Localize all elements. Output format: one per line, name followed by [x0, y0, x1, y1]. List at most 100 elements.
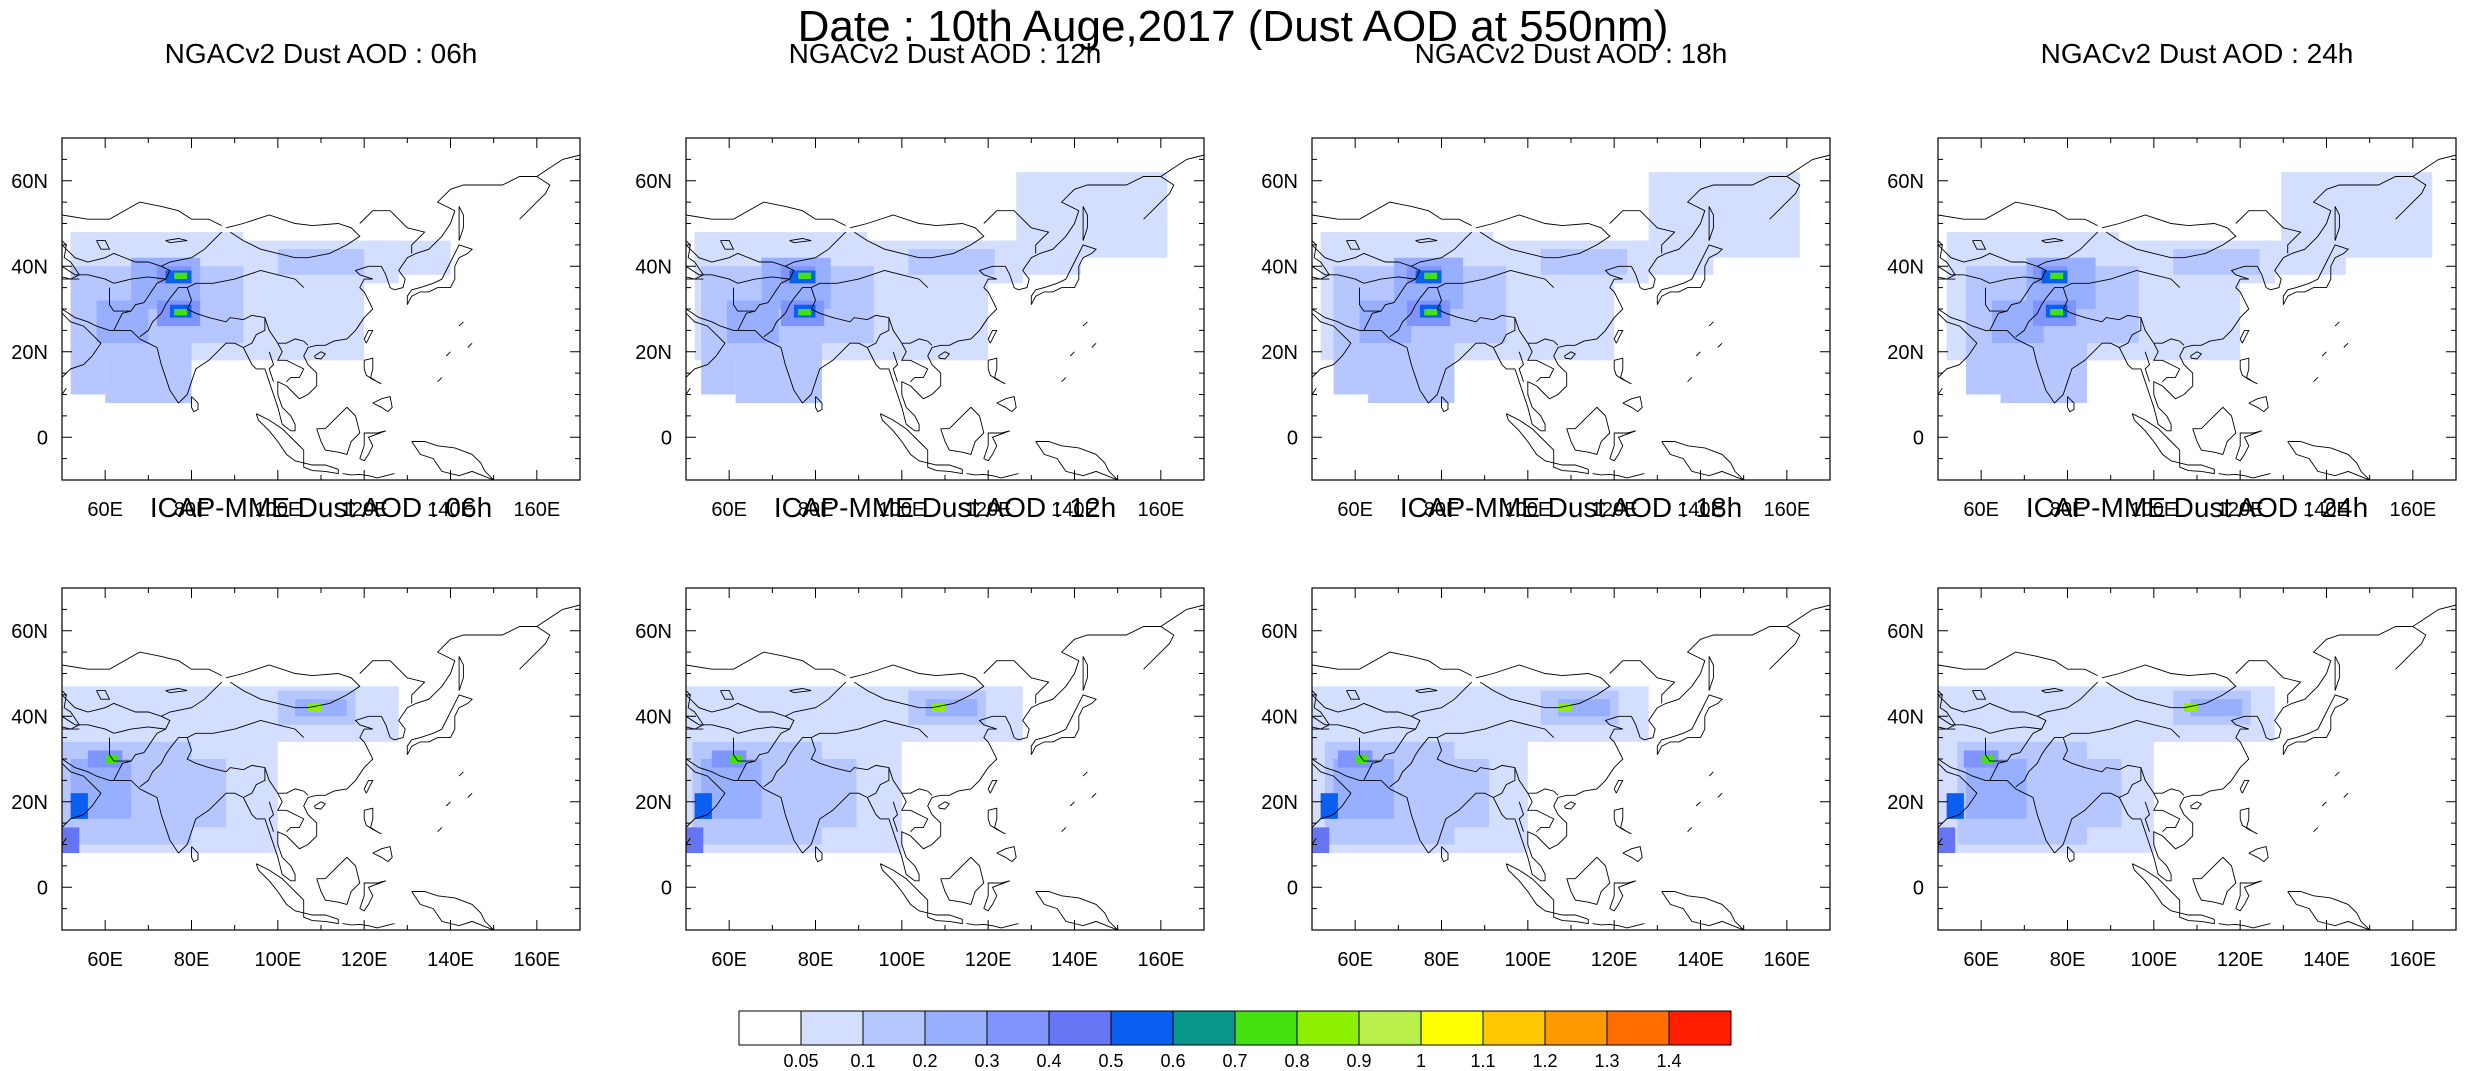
coastline	[139, 287, 266, 348]
coastline	[381, 154, 580, 291]
coastline	[686, 387, 691, 395]
coastline	[109, 278, 166, 312]
coastline	[2239, 357, 2258, 385]
coastline	[2015, 287, 2142, 348]
colorbar-box	[1172, 1010, 1236, 1046]
colorbar-label: 0.9	[1346, 1051, 1371, 1070]
colorbar-box	[1420, 1010, 1484, 1046]
coastline	[519, 626, 551, 670]
coastline	[1622, 396, 1643, 413]
lon-tick-label: 160E	[2389, 949, 2436, 971]
lon-tick-label: 140E	[1677, 499, 1724, 521]
coastline	[2153, 792, 2181, 833]
colorbar-label: 1	[1416, 1051, 1426, 1070]
coastline	[1527, 342, 1555, 383]
coastline	[363, 807, 382, 835]
lon-tick-label: 60E	[711, 949, 747, 971]
coastline	[1082, 656, 1088, 691]
lon-tick-label: 80E	[2050, 499, 2086, 521]
lon-tick-label: 60E	[87, 949, 123, 971]
colorbar-box	[1296, 1010, 1360, 1046]
aod-cell	[2184, 703, 2197, 712]
colorbar-box	[1234, 1010, 1298, 1046]
coastline	[888, 317, 933, 346]
coastline	[720, 240, 735, 250]
coastlines	[1938, 154, 2456, 480]
coastline	[1035, 891, 1119, 930]
coastline	[810, 270, 929, 289]
lat-tick-label: 40N	[11, 706, 48, 728]
map-plot: 60N 40N 20N 0 60E 80E 100E 120E 140E 160E	[635, 137, 1205, 521]
lat-tick-label: 60N	[11, 621, 48, 643]
lon-tick-label: 100E	[878, 499, 925, 521]
map-plot: 60N 40N 20N 0 60E 80E 100E 120E 140E 160E	[11, 137, 581, 521]
coastline	[314, 351, 327, 360]
lon-tick-label: 100E	[1504, 499, 1551, 521]
coastline	[1312, 312, 1352, 378]
coastline	[1346, 690, 1361, 700]
coastline	[1389, 287, 1516, 348]
coastline	[2101, 214, 2237, 259]
coastline	[1312, 231, 1473, 267]
coastline	[277, 715, 382, 858]
map-plot: 60N 40N 20N 0 60E 80E 100E 120E 140E 160E	[1887, 587, 2457, 971]
coastline	[1938, 681, 2099, 717]
coastline	[2257, 604, 2456, 741]
aod-cell	[1558, 699, 1610, 717]
coastline	[1312, 387, 1317, 395]
coastline	[372, 846, 393, 863]
aod-cell	[2281, 172, 2433, 258]
coastline	[2101, 664, 2237, 709]
coastline	[1415, 238, 1438, 244]
coastline	[927, 462, 963, 475]
coastline	[2235, 660, 2302, 704]
coastline	[303, 912, 339, 925]
lon-tick-label: 100E	[254, 949, 301, 971]
aod-cell	[308, 703, 321, 712]
panel-title: ICAP-MME Dust AOD : 24h	[2025, 492, 2369, 523]
coastline	[1661, 441, 1745, 480]
coastline	[2144, 351, 2151, 382]
coastline	[2192, 406, 2237, 455]
coastline	[983, 430, 1010, 462]
coastline	[686, 837, 691, 845]
coastline	[1527, 265, 1632, 408]
coastline	[359, 210, 426, 254]
coastline	[763, 737, 890, 798]
coastline	[1938, 690, 1956, 730]
coastline	[879, 863, 929, 914]
coastline	[1622, 846, 1643, 863]
coastline	[445, 801, 451, 807]
coastline	[1035, 441, 1119, 480]
aod-cell	[1333, 759, 1395, 819]
panel-title: ICAP-MME Dust AOD : 18h	[1399, 492, 1743, 523]
coastline	[996, 396, 1017, 413]
coastline	[87, 265, 171, 284]
coastline	[2343, 792, 2349, 798]
lat-tick-label: 60N	[1887, 621, 1924, 643]
lat-tick-label: 0	[1913, 427, 1924, 449]
coastline	[255, 413, 305, 464]
coastline	[2395, 626, 2427, 670]
colorbar-label: 0.1	[850, 1051, 875, 1070]
coastline	[938, 801, 951, 810]
coastline	[737, 760, 756, 781]
colorbar-box	[1606, 1010, 1670, 1046]
coastline	[2041, 238, 2064, 244]
coastline	[2062, 720, 2181, 739]
coastline	[437, 377, 443, 383]
coastline	[264, 767, 309, 796]
coastline	[2287, 441, 2371, 480]
coastline	[2144, 801, 2151, 832]
aod-cell	[1558, 703, 1571, 712]
aod-cell	[174, 272, 188, 280]
coastline	[1972, 240, 1987, 250]
coastline	[109, 728, 166, 762]
aod-cell	[1981, 754, 1995, 764]
coastline	[316, 406, 361, 455]
coastline	[178, 792, 296, 882]
coastline	[1030, 694, 1097, 755]
coastline	[268, 801, 275, 832]
coastline	[2153, 715, 2258, 858]
coastline	[996, 846, 1017, 863]
